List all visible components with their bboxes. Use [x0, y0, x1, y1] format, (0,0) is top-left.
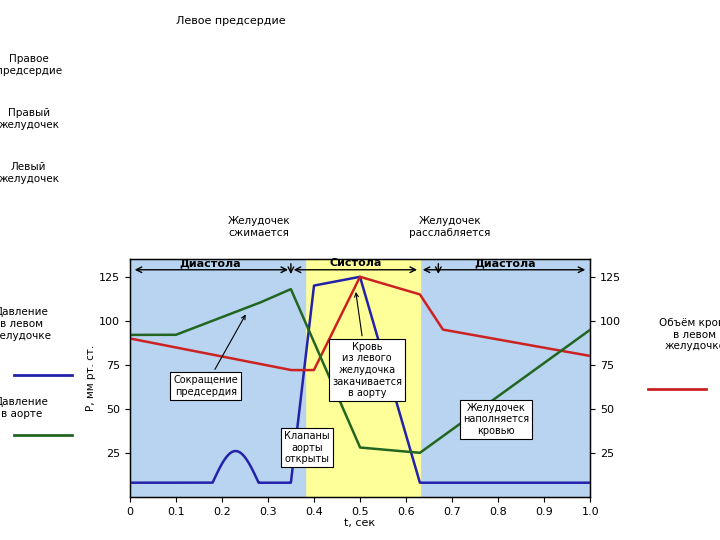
- Text: Систола: Систола: [329, 258, 382, 268]
- Y-axis label: P, мм рт. ст.: P, мм рт. ст.: [86, 345, 96, 411]
- Text: Желудочек
сжимается: Желудочек сжимается: [228, 216, 290, 238]
- Text: Клапаны
аорты
открыты: Клапаны аорты открыты: [284, 431, 330, 464]
- Text: Давление
в аорте: Давление в аорте: [0, 397, 48, 418]
- Bar: [291, 259, 305, 497]
- Bar: [291, 259, 590, 497]
- Text: Диастола: Диастола: [474, 258, 536, 268]
- Text: Правое
предсердие: Правое предсердие: [0, 54, 62, 76]
- X-axis label: t, сек: t, сек: [344, 518, 376, 528]
- Text: Левое предсердие: Левое предсердие: [176, 16, 285, 26]
- Text: Диастола: Диастола: [179, 258, 241, 268]
- Text: Желудочек
расслабляется: Желудочек расслабляется: [409, 216, 491, 238]
- Bar: [130, 259, 291, 497]
- Text: Давление
в левом
желудочке: Давление в левом желудочке: [0, 307, 52, 341]
- Text: Кровь
из левого
желудочка
закачивается
в аорту: Кровь из левого желудочка закачивается в…: [332, 293, 402, 399]
- Text: Желудочек
наполняется
кровью: Желудочек наполняется кровью: [463, 403, 529, 436]
- Bar: [305, 259, 420, 497]
- Text: Правый
желудочек: Правый желудочек: [0, 108, 59, 130]
- Text: Объём крови
в левом
желудочке: Объём крови в левом желудочке: [659, 318, 720, 352]
- Text: Левый
желудочек: Левый желудочек: [0, 162, 59, 184]
- Text: Сокращение
предсердия: Сокращение предсердия: [174, 315, 245, 397]
